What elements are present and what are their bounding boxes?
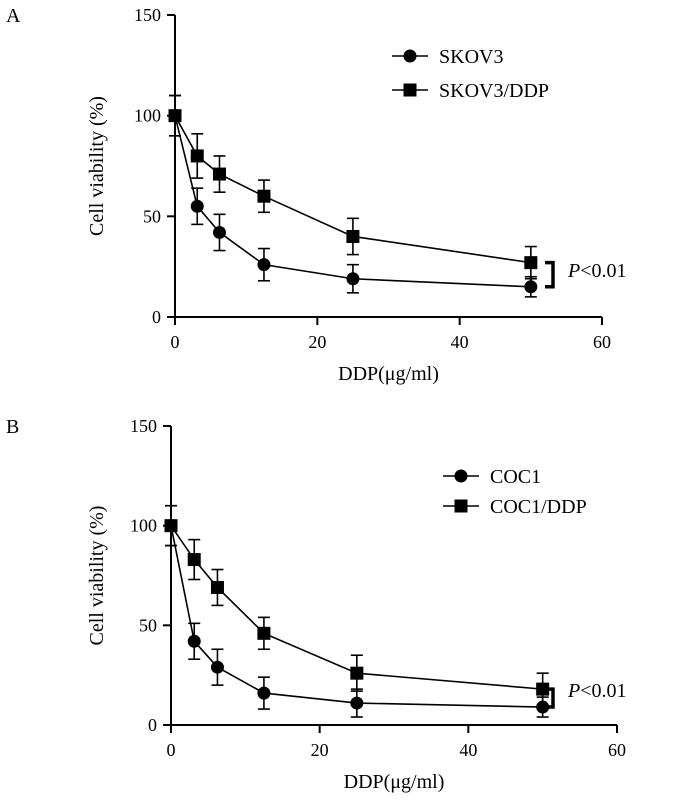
data-point-square bbox=[350, 666, 364, 680]
panel-a: A 0 50 100 150 0 20 40 60 Cell viability (%) DDP(μ… bbox=[6, 5, 627, 385]
p-value-annotation: P<0.01 bbox=[567, 260, 627, 282]
data-point-square bbox=[346, 229, 360, 243]
x-axis-title: DDP(μg/ml) bbox=[344, 771, 445, 793]
x-tick-label: 40 bbox=[451, 332, 469, 352]
x-tick-label: 0 bbox=[167, 740, 176, 760]
y-axis-title: Cell viability (%) bbox=[86, 96, 108, 236]
legend-marker-circle bbox=[454, 469, 468, 483]
data-point-square bbox=[210, 580, 224, 594]
x-tick-label: 20 bbox=[311, 740, 329, 760]
data-point-circle bbox=[257, 258, 271, 272]
p-threshold: <0.01 bbox=[580, 680, 626, 702]
data-point-circle bbox=[350, 696, 364, 710]
x-tick-label: 60 bbox=[608, 740, 626, 760]
x-tick-label: 40 bbox=[459, 740, 477, 760]
legend-marker-square bbox=[454, 499, 468, 513]
significance-bracket bbox=[545, 260, 555, 289]
data-point-square bbox=[257, 626, 271, 640]
y-tick-label: 50 bbox=[139, 615, 157, 635]
series-line-0 bbox=[174, 115, 531, 288]
data-point-circle bbox=[346, 272, 360, 286]
p-symbol: P bbox=[567, 680, 580, 702]
panel-label: B bbox=[6, 416, 19, 438]
legend-label: SKOV3 bbox=[439, 46, 503, 68]
series-line-0 bbox=[170, 525, 543, 708]
legend-label: SKOV3/DDP bbox=[439, 80, 549, 102]
x-axis-title: DDP(μg/ml) bbox=[338, 363, 439, 385]
data-point-square bbox=[164, 519, 178, 533]
data-point-square bbox=[212, 167, 226, 181]
x-tick-label: 0 bbox=[171, 332, 180, 352]
legend-label: COC1 bbox=[490, 466, 541, 488]
panel-label: A bbox=[6, 5, 21, 27]
p-threshold: <0.01 bbox=[580, 260, 626, 282]
legend-marker-circle bbox=[403, 49, 417, 63]
data-point-circle bbox=[210, 660, 224, 674]
p-value-annotation: P<0.01 bbox=[567, 680, 627, 702]
data-point-circle bbox=[190, 199, 204, 213]
p-symbol: P bbox=[567, 260, 580, 282]
legend-marker-square bbox=[403, 83, 417, 97]
y-tick-label: 50 bbox=[143, 206, 161, 226]
x-tick-label: 20 bbox=[308, 332, 326, 352]
data-point-square bbox=[536, 682, 550, 696]
data-point-square bbox=[257, 189, 271, 203]
data-point-circle bbox=[536, 700, 550, 714]
x-tick-label: 60 bbox=[593, 332, 611, 352]
data-point-square bbox=[168, 109, 182, 123]
significance-bracket bbox=[545, 687, 555, 709]
legend-label: COC1/DDP bbox=[490, 496, 587, 518]
y-tick-label: 150 bbox=[134, 5, 161, 25]
panel-b: B 0 50 100 150 0 20 40 60 Cell viability (%) DDP(μ… bbox=[6, 416, 627, 793]
y-tick-label: 150 bbox=[130, 416, 157, 436]
data-point-square bbox=[190, 149, 204, 163]
y-tick-label: 0 bbox=[148, 715, 157, 735]
series-line-1 bbox=[174, 115, 531, 264]
data-point-circle bbox=[212, 225, 226, 239]
y-tick-label: 0 bbox=[152, 307, 161, 327]
data-point-circle bbox=[524, 280, 538, 294]
data-point-circle bbox=[257, 686, 271, 700]
y-axis-title: Cell viability (%) bbox=[86, 506, 108, 646]
data-point-square bbox=[187, 553, 201, 567]
data-point-circle bbox=[187, 634, 201, 648]
data-point-square bbox=[524, 256, 538, 270]
y-tick-label: 100 bbox=[134, 106, 161, 126]
y-tick-label: 100 bbox=[130, 516, 157, 536]
